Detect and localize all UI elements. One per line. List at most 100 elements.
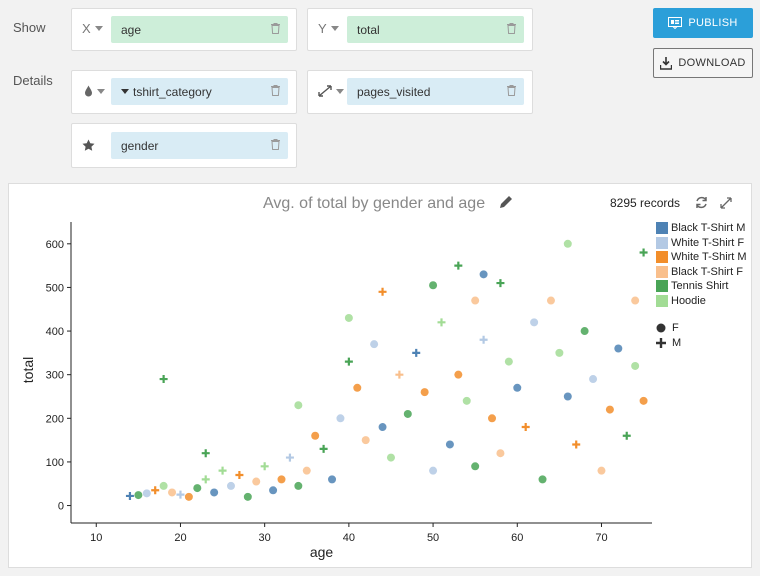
point-female [597, 466, 606, 475]
caret-down-icon [121, 89, 129, 94]
color-field-pill[interactable]: tshirt_category [111, 78, 288, 105]
point-female [361, 436, 370, 445]
y-axis-letter: Y [318, 21, 327, 36]
chart-title-text: Avg. of total by gender and age [263, 195, 486, 212]
download-label: DOWNLOAD [678, 57, 746, 69]
point-male [159, 375, 168, 384]
legend-label: Hoodie [671, 294, 706, 307]
x-field-pill[interactable]: age [111, 16, 288, 43]
color-selector[interactable] [84, 85, 105, 97]
y-tick-label: 100 [46, 457, 64, 469]
point-male [496, 279, 505, 288]
shape-legend-label: F [672, 322, 679, 334]
y-tick-label: 200 [46, 413, 64, 425]
legend-item[interactable]: Black T-Shirt F [656, 265, 747, 280]
x-tick-label: 10 [90, 532, 102, 544]
legend-item[interactable]: Tennis Shirt [656, 279, 747, 294]
publish-button[interactable]: PUBLISH [653, 8, 753, 38]
point-female [530, 318, 539, 327]
point-female [546, 296, 555, 305]
point-female [445, 440, 454, 449]
trash-icon[interactable] [271, 85, 280, 96]
x-axis-shelf: X age [71, 8, 297, 51]
size-shelf: pages_visited [307, 70, 533, 114]
point-male [151, 486, 160, 495]
size-selector[interactable] [318, 85, 344, 97]
point-female [302, 466, 311, 475]
point-female [504, 357, 513, 366]
color-shelf: tshirt_category [71, 70, 297, 114]
point-male [285, 453, 294, 462]
point-female [538, 475, 547, 484]
point-male [344, 357, 353, 366]
y-axis-shelf: Y total [307, 8, 533, 51]
y-tick-label: 600 [46, 239, 64, 251]
x-tick-label: 50 [427, 532, 439, 544]
point-female [454, 370, 463, 379]
point-male [622, 431, 631, 440]
trash-icon[interactable] [271, 23, 280, 34]
trash-icon[interactable] [507, 85, 516, 96]
point-male [639, 248, 648, 257]
point-male [437, 318, 446, 327]
point-female [378, 423, 387, 432]
y-axis-selector[interactable]: Y [318, 21, 339, 36]
shape-legend-item[interactable]: F [656, 322, 679, 334]
legend-item[interactable]: White T-Shirt M [656, 250, 747, 265]
x-axis-title: age [310, 544, 334, 560]
download-button[interactable]: DOWNLOAD [653, 48, 753, 78]
x-field-label: age [121, 22, 142, 37]
point-male [412, 348, 421, 357]
expand-icon[interactable] [720, 197, 732, 209]
point-male [479, 335, 488, 344]
point-female [513, 383, 522, 392]
legend-swatch [656, 265, 668, 278]
point-female [243, 492, 252, 501]
shape-selector[interactable] [82, 139, 95, 151]
point-female [226, 481, 235, 490]
point-male [125, 491, 134, 500]
point-male [572, 440, 581, 449]
refresh-icon[interactable] [695, 196, 708, 209]
x-tick-label: 40 [343, 532, 355, 544]
pencil-icon[interactable] [498, 194, 514, 210]
y-field-pill[interactable]: total [347, 16, 524, 43]
point-female [294, 481, 303, 490]
point-female [631, 296, 640, 305]
point-female [429, 466, 438, 475]
point-female [496, 449, 505, 458]
legend-label: Black T-Shirt F [671, 265, 743, 278]
point-male [218, 466, 227, 475]
point-female [479, 270, 488, 279]
chart-panel [8, 183, 752, 568]
shape-field-label: gender [121, 138, 159, 153]
legend-item[interactable]: Hoodie [656, 294, 747, 309]
point-female [471, 462, 480, 471]
y-axis-title: total [20, 357, 36, 383]
size-field-pill[interactable]: pages_visited [347, 78, 524, 105]
point-female [471, 296, 480, 305]
color-field-label: tshirt_category [133, 84, 212, 99]
point-female [210, 488, 219, 497]
legend-label: White T-Shirt F [671, 236, 745, 249]
point-female [639, 396, 648, 405]
points-layer [125, 239, 648, 501]
resize-arrows-icon [318, 85, 332, 97]
legend-item[interactable]: Black T-Shirt M [656, 221, 747, 236]
y-tick-label: 400 [46, 326, 64, 338]
shape-legend-item[interactable]: M [656, 337, 681, 349]
legend-label: Tennis Shirt [671, 280, 729, 293]
shape-field-pill[interactable]: gender [111, 132, 288, 159]
point-female [614, 344, 623, 353]
x-axis-selector[interactable]: X [82, 21, 103, 36]
point-female [344, 313, 353, 322]
chevron-down-icon [330, 26, 339, 31]
point-female [311, 431, 320, 440]
point-female [328, 475, 337, 484]
download-icon [660, 56, 673, 70]
trash-icon[interactable] [271, 139, 280, 150]
details-label: Details [13, 73, 53, 88]
legend-item[interactable]: White T-Shirt F [656, 236, 747, 251]
trash-icon[interactable] [507, 23, 516, 34]
